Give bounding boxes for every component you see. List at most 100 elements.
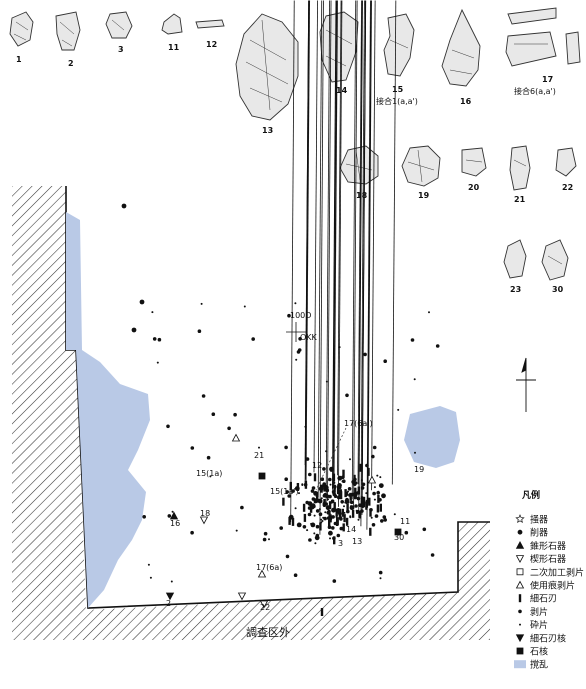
find-dot — [325, 494, 330, 499]
find-tri-down-open — [367, 0, 372, 504]
find-circle — [378, 483, 384, 488]
find-dot — [356, 496, 361, 501]
find-dot — [320, 477, 325, 482]
north-arrow — [516, 357, 536, 412]
find-bar — [328, 519, 331, 528]
artifact-23-number: 23 — [510, 285, 521, 294]
find-dot — [279, 526, 284, 530]
artifact-17 — [505, 7, 581, 67]
find-dot — [310, 489, 315, 493]
artifact-20-number: 20 — [468, 183, 480, 192]
find-small-dot — [321, 520, 324, 522]
find-tri-down-open — [332, 0, 337, 489]
find-small-dot — [294, 302, 297, 305]
find-dot — [328, 477, 332, 482]
find-dot — [284, 445, 288, 450]
grid-marker-label: 100D — [290, 311, 311, 320]
find-tri-down-open — [391, 0, 397, 485]
find-circle — [139, 299, 145, 305]
find-bar — [376, 504, 380, 513]
find-tri-down-open — [317, 0, 323, 498]
find-dot — [354, 504, 358, 508]
find-circle — [313, 491, 318, 496]
find-small-dot — [298, 492, 300, 495]
find-circle — [131, 327, 137, 333]
find-bar — [367, 467, 370, 476]
find-tri-down-open — [358, 0, 363, 518]
find-small-dot — [356, 512, 359, 515]
find-dot — [262, 537, 267, 542]
find-dot — [142, 515, 146, 519]
find-dot — [152, 337, 157, 341]
legend-symbol-square — [516, 647, 524, 655]
artifact-1 — [9, 11, 34, 47]
hatched-wall-bottom — [86, 522, 490, 640]
find-dot — [311, 497, 316, 501]
artifact-14-number: 14 — [336, 86, 348, 95]
artifact-numbers: 1 2 3 11 12 13 14 15 接合1(a,a') 16 17 接合6… — [16, 40, 573, 294]
legend: 凡例 掻器削器錐形石器楔形石器二次加工剥片使用痕剥片細石刃剥片砕片細石刃核石核撹… — [514, 489, 584, 671]
find-bar — [354, 487, 357, 496]
find-small-dot — [171, 510, 174, 513]
legend-symbol-small-dot — [519, 623, 521, 626]
find-small-dot — [341, 480, 344, 483]
find-dot — [383, 359, 388, 364]
find-circle — [337, 483, 342, 488]
refit-line — [315, 427, 347, 491]
legend-label: 撹乱 — [530, 659, 548, 671]
artifact-21 — [509, 145, 531, 191]
find-dot — [332, 484, 337, 489]
find-dot — [332, 579, 337, 583]
find-small-dot — [350, 505, 352, 508]
find-dot — [322, 482, 327, 486]
find-small-dot — [258, 446, 260, 449]
find-bar — [346, 503, 349, 512]
map-label-13: 13 — [352, 537, 362, 546]
find-dot — [206, 455, 211, 460]
find-tri-down-open — [304, 0, 310, 466]
find-small-dot — [325, 450, 328, 453]
find-dot — [285, 490, 290, 494]
find-dot — [305, 500, 310, 505]
find-dot — [315, 524, 320, 529]
find-dot — [435, 344, 440, 348]
find-dot — [227, 426, 231, 431]
find-dot — [201, 394, 206, 398]
find-dot — [331, 490, 336, 494]
find-tri-down-open — [353, 0, 358, 508]
find-dot — [327, 525, 332, 529]
find-small-dot — [361, 506, 364, 509]
find-small-dot — [320, 518, 323, 521]
find-tri-down-open — [357, 0, 362, 485]
find-small-dot — [320, 497, 323, 500]
find-bar — [319, 522, 322, 531]
find-tri-down-open — [259, 600, 269, 609]
find-bar — [368, 497, 371, 506]
find-small-dot — [373, 498, 376, 501]
find-tri-down-open — [325, 0, 331, 505]
artifact-14 — [319, 11, 359, 83]
find-small-dot — [343, 505, 345, 508]
artifact-17-number: 17 — [542, 75, 553, 84]
legend-label: 石核 — [530, 646, 548, 658]
map-label-14: 14 — [346, 525, 356, 534]
find-dot — [374, 514, 379, 518]
find-dot — [322, 467, 326, 471]
find-small-dot — [343, 511, 346, 514]
find-circle — [381, 493, 386, 499]
legend-symbol-dot — [518, 609, 522, 614]
find-bar — [344, 489, 347, 498]
map-label-21: 21 — [254, 451, 264, 460]
map-label-15b: 15(1a') — [270, 487, 299, 496]
legend-symbol-star — [515, 514, 525, 523]
artifact-21-number: 21 — [514, 195, 526, 204]
find-bar — [313, 473, 317, 482]
find-dot — [325, 485, 329, 490]
find-small-dot — [235, 529, 238, 532]
find-scatter — [121, 0, 440, 616]
find-dot — [345, 498, 349, 502]
find-dot — [315, 509, 320, 513]
find-small-dot — [376, 474, 379, 477]
find-tri-down-open — [361, 0, 367, 502]
find-small-dot — [301, 483, 304, 486]
